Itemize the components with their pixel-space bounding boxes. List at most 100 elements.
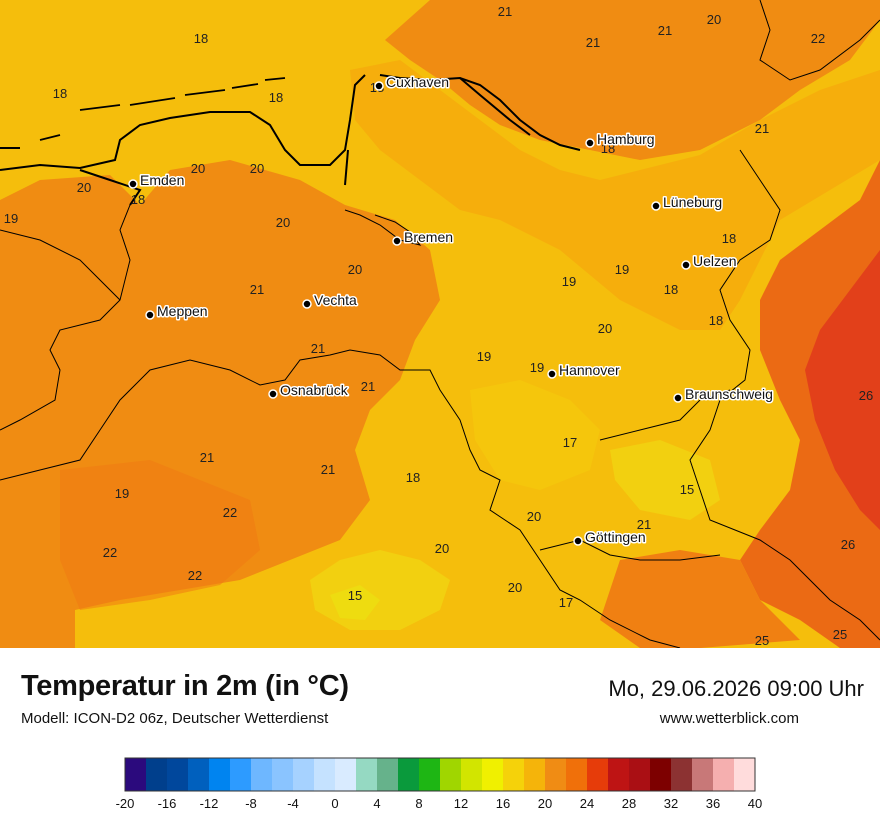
legend-tick-label: -4	[287, 796, 299, 811]
temp-field-26-east	[805, 250, 880, 530]
city-dot	[573, 536, 583, 546]
temperature-value: 18	[53, 86, 67, 101]
temperature-value: 21	[498, 4, 512, 19]
city-dot	[145, 310, 155, 320]
city-label: Göttingen	[585, 529, 646, 545]
city-emden[interactable]: Emden	[128, 171, 186, 190]
temperature-value: 20	[276, 215, 290, 230]
legend-swatch	[356, 758, 378, 791]
temperature-value: 17	[563, 435, 577, 450]
temperature-value: 21	[250, 282, 264, 297]
city-label: Uelzen	[693, 253, 737, 269]
city-dot	[392, 236, 402, 246]
legend-swatch	[398, 758, 420, 791]
city-label: Meppen	[157, 303, 208, 319]
legend-swatch	[734, 758, 756, 791]
temperature-value: 19	[530, 360, 544, 375]
forecast-datetime: Mo, 29.06.2026 09:00 Uhr	[608, 676, 864, 701]
temperature-value: 19	[4, 211, 18, 226]
city-göttingen[interactable]: Göttingen	[573, 528, 647, 547]
legend-tick-label: 16	[496, 796, 510, 811]
city-bremen[interactable]: Bremen	[392, 228, 455, 247]
city-dot	[302, 299, 312, 309]
city-braunschweig[interactable]: Braunschweig	[673, 385, 774, 404]
temperature-value: 17	[559, 595, 573, 610]
legend-ticks: -20 -16 -12 -8 -4 0 4 8 12 16 20 24 28 32 36 40	[116, 796, 763, 811]
legend-swatch	[125, 758, 147, 791]
temperature-value: 20	[348, 262, 362, 277]
legend-tick-label: -8	[245, 796, 257, 811]
city-meppen[interactable]: Meppen	[145, 302, 209, 321]
temperature-value: 15	[680, 482, 694, 497]
city-label: Hamburg	[597, 131, 655, 147]
legend-swatch	[587, 758, 609, 791]
temperature-map: 21 20 21 21 22 18 18 18 18 21 20 20 18 20 18 19 20 18 20 19…	[0, 0, 880, 648]
temperature-value: 21	[586, 35, 600, 50]
temperature-value: 18	[406, 470, 420, 485]
legend-swatch	[629, 758, 651, 791]
temperature-value: 20	[250, 161, 264, 176]
temperature-value: 25	[755, 633, 769, 648]
legend-swatch	[566, 758, 588, 791]
temperature-value: 26	[859, 388, 873, 403]
legend-tick-label: 4	[373, 796, 380, 811]
temperature-value: 19	[562, 274, 576, 289]
legend-swatch	[209, 758, 231, 791]
temp-field-22-southwest	[60, 460, 260, 610]
legend-swatch	[692, 758, 714, 791]
legend-swatches	[124, 757, 756, 792]
temperature-value: 15	[348, 588, 362, 603]
city-label: Bremen	[404, 229, 453, 245]
site-url[interactable]: www.wetterblick.com	[659, 710, 799, 727]
legend-swatch	[440, 758, 462, 791]
city-vechta[interactable]: Vechta	[302, 291, 359, 310]
temperature-value: 18	[269, 90, 283, 105]
legend-swatch	[167, 758, 189, 791]
city-dot	[585, 138, 595, 148]
footer: Temperatur in 2m (in °C) Modell: ICON-D2…	[0, 648, 880, 830]
city-dot	[268, 389, 278, 399]
city-hannover[interactable]: Hannover	[547, 361, 622, 380]
temperature-value: 19	[115, 486, 129, 501]
temperature-value: 20	[435, 541, 449, 556]
legend-tick-label: 28	[622, 796, 636, 811]
city-label: Vechta	[314, 292, 357, 308]
temperature-value: 18	[601, 141, 615, 156]
temp-field-17-hills	[470, 380, 600, 490]
model-info: Modell: ICON-D2 06z, Deutscher Wetterdie…	[21, 710, 329, 727]
temperature-value: 19	[615, 262, 629, 277]
legend-swatch	[461, 758, 483, 791]
legend-swatch	[671, 758, 693, 791]
map-title: Temperatur in 2m (in °C)	[21, 670, 349, 702]
city-label: Braunschweig	[685, 386, 773, 402]
islands	[39, 77, 286, 141]
city-hamburg[interactable]: Hamburg	[585, 130, 656, 149]
temperature-value: 20	[77, 180, 91, 195]
legend-swatch	[713, 758, 735, 791]
city-markers: Cuxhaven Hamburg Emden Lüneburg Bremen Uelzen…	[128, 73, 774, 547]
borders	[0, 0, 880, 648]
temperature-value: 18	[664, 282, 678, 297]
city-dot	[651, 201, 661, 211]
temp-field-15-south	[330, 585, 380, 620]
city-osnabrück[interactable]: Osnabrück	[268, 381, 350, 400]
city-cuxhaven[interactable]: Cuxhaven	[374, 73, 451, 92]
city-dot	[128, 179, 138, 189]
temperature-value: 18	[194, 31, 208, 46]
temp-field-16-harz	[610, 440, 720, 520]
legend-swatch	[503, 758, 525, 791]
temperature-value: 20	[508, 580, 522, 595]
temp-field-20-north	[350, 60, 880, 330]
city-uelzen[interactable]: Uelzen	[681, 252, 738, 271]
legend-tick-label: -12	[200, 796, 219, 811]
temperature-value: 18	[709, 313, 723, 328]
legend-swatch	[314, 758, 336, 791]
legend-swatch	[545, 758, 567, 791]
temperature-value: 20	[527, 509, 541, 524]
legend-swatch	[524, 758, 546, 791]
legend-swatch	[482, 758, 504, 791]
temperature-value: 21	[755, 121, 769, 136]
city-label: Hannover	[559, 362, 620, 378]
temperature-value: 21	[361, 379, 375, 394]
city-lüneburg[interactable]: Lüneburg	[651, 193, 724, 212]
